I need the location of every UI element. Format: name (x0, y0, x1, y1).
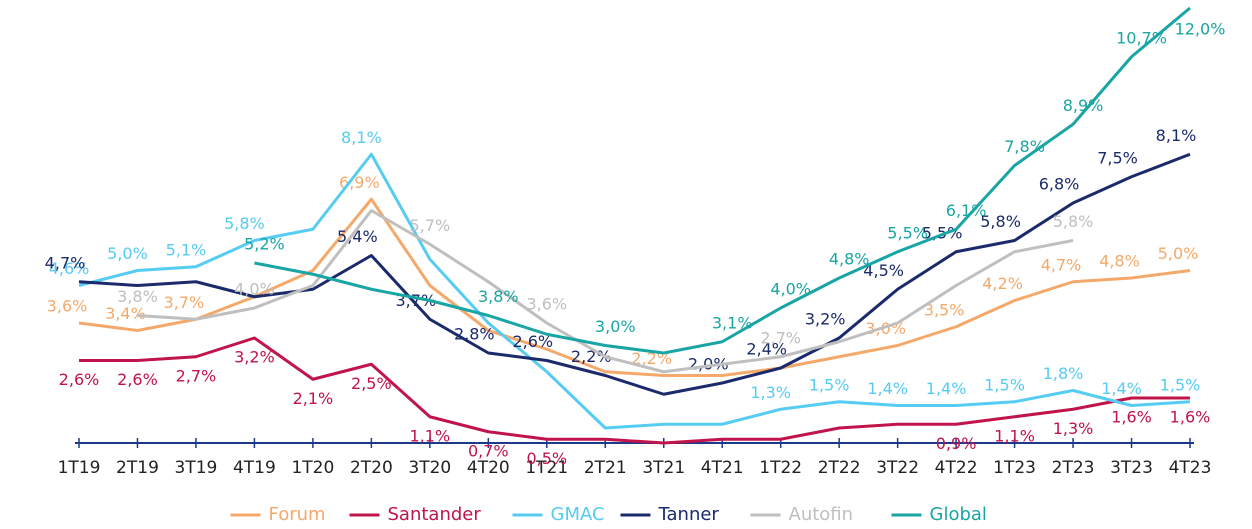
data-label: 1,4% (926, 379, 967, 398)
data-label: 7,8% (1004, 137, 1045, 156)
data-label: 3,8% (478, 287, 519, 306)
data-label: 3,6% (526, 295, 567, 314)
x-tick-label: 2T22 (818, 458, 861, 478)
data-label: 2,5% (351, 374, 392, 393)
x-tick-label: 3T19 (175, 458, 218, 478)
data-label: 4,8% (1099, 252, 1140, 271)
x-tick-label: 3T22 (876, 458, 919, 478)
legend-label: Tanner (658, 504, 720, 525)
data-label: 3,7% (164, 293, 205, 312)
data-label: 4,7% (45, 253, 86, 272)
data-label: 4,0% (770, 280, 811, 299)
x-tick-label: 2T21 (584, 458, 627, 478)
data-label: 3,8% (117, 287, 158, 306)
x-tick-label: 4T23 (1169, 458, 1212, 478)
data-label: 8,1% (1156, 126, 1197, 145)
data-label: 5,8% (980, 212, 1021, 231)
data-label: 2,6% (59, 370, 100, 389)
legend-label: Autofin (789, 504, 854, 525)
data-label: 5,7% (410, 216, 451, 235)
x-tick-label: 4T19 (233, 458, 276, 478)
data-label: 7,5% (1097, 148, 1138, 167)
x-tick-label: 1T21 (525, 458, 568, 478)
data-label: 6,9% (339, 173, 380, 192)
data-label: 2,8% (454, 325, 495, 344)
series-line (78, 152, 1191, 430)
data-label: 4,6% (49, 259, 90, 278)
data-label: 2,6% (512, 332, 553, 351)
data-label: 3,5% (924, 300, 965, 319)
data-label: 1,6% (1111, 408, 1152, 427)
data-label: 5,8% (224, 214, 265, 233)
data-label: 3,0% (595, 317, 636, 336)
data-label: 1,4% (1101, 379, 1142, 398)
series-line (137, 209, 1074, 374)
data-label: 4,7% (1041, 255, 1082, 274)
series-line (78, 197, 1191, 377)
data-label: 2,6% (117, 370, 158, 389)
x-tick-label: 4T22 (935, 458, 978, 478)
data-label: 4,8% (829, 250, 870, 269)
data-label: 1,3% (750, 383, 791, 402)
data-label: 1,1% (994, 426, 1035, 445)
data-label: 3,6% (47, 297, 88, 316)
data-label: 5,0% (1158, 244, 1199, 263)
x-tick-label: 3T23 (1110, 458, 1153, 478)
x-tick-label: 4T20 (467, 458, 510, 478)
x-tick-label: 4T21 (701, 458, 744, 478)
data-label: 6,8% (1039, 175, 1080, 194)
legend-label: Global (930, 504, 987, 525)
data-label: 5,1% (166, 240, 207, 259)
legend-label: GMAC (551, 504, 605, 525)
data-label: 3,1% (712, 313, 753, 332)
series-line (254, 6, 1191, 355)
data-label: 1,1% (410, 426, 451, 445)
legend-label: Forum (269, 504, 326, 525)
data-label: 5,0% (107, 244, 148, 263)
series-line (79, 336, 1190, 445)
x-tick-label: 2T23 (1052, 458, 1095, 478)
data-label: 0,7% (468, 441, 509, 460)
data-label: 0,9% (936, 434, 977, 453)
data-label: 3,2% (234, 348, 275, 367)
data-label: 5,2% (244, 235, 285, 254)
data-label: 2,7% (760, 328, 801, 347)
x-tick-label: 2T20 (350, 458, 393, 478)
x-tick-label: 2T19 (116, 458, 159, 478)
data-label: 4,5% (863, 261, 904, 280)
data-label: 5,8% (1053, 212, 1094, 231)
data-label: 4,0% (234, 280, 275, 299)
data-label: 1,6% (1170, 408, 1211, 427)
data-label: 3,4% (105, 304, 146, 323)
data-label: 8,1% (341, 128, 382, 147)
legend-label: Santander (388, 504, 482, 525)
x-tick-label: 1T19 (58, 458, 101, 478)
data-label: 4,2% (982, 274, 1023, 293)
data-label: 1,3% (1053, 419, 1094, 438)
data-label: 2,4% (746, 340, 787, 359)
data-label: 1,5% (809, 375, 850, 394)
x-tick-label: 1T22 (759, 458, 802, 478)
data-label: 2,7% (176, 366, 217, 385)
data-label: 6,1% (946, 201, 987, 220)
data-label: 12,0% (1175, 20, 1226, 39)
data-label: 1,4% (867, 379, 908, 398)
data-label: 2,2% (571, 347, 612, 366)
x-tick-label: 1T20 (291, 458, 334, 478)
x-tick-label: 3T21 (642, 458, 685, 478)
series-line (78, 152, 1191, 396)
data-label: 0,5% (526, 449, 567, 468)
data-label: 5,5% (887, 223, 928, 242)
data-label: 3,2% (805, 310, 846, 329)
x-tick-label: 3T20 (408, 458, 451, 478)
data-label: 1,5% (1160, 375, 1201, 394)
data-label: 10,7% (1116, 28, 1167, 47)
data-label: 1,8% (1043, 364, 1084, 383)
data-label: 2,1% (293, 389, 334, 408)
data-label: 8,9% (1063, 96, 1104, 115)
data-label: 1,5% (984, 375, 1025, 394)
x-tick-label: 1T23 (993, 458, 1036, 478)
